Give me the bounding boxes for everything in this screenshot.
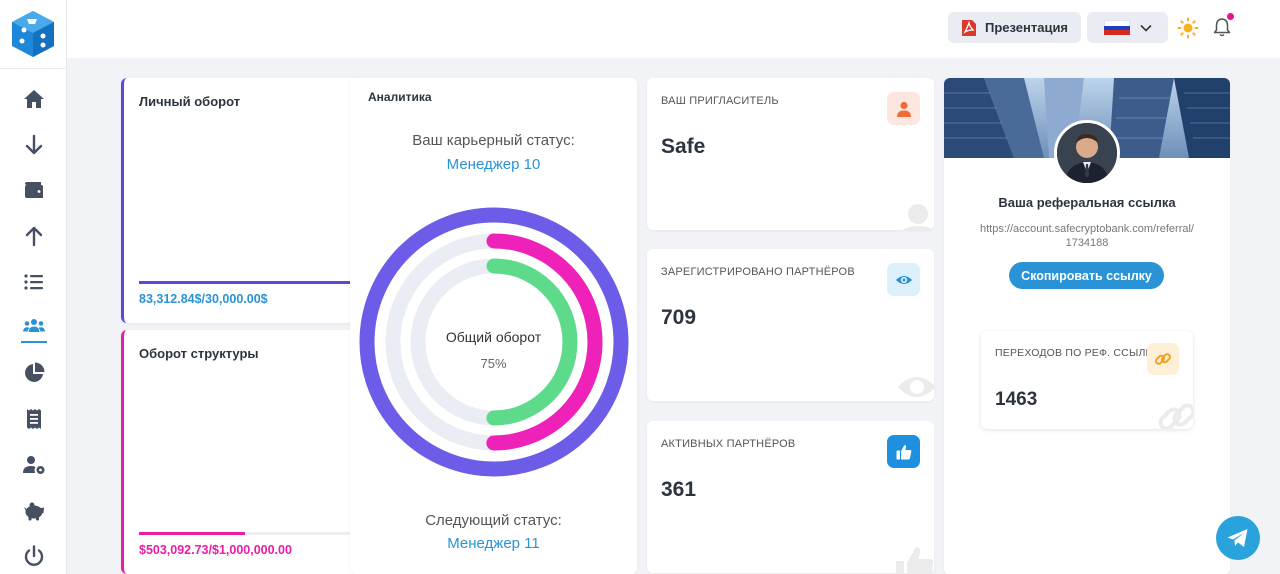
wallet-icon [25,182,43,198]
inviter-label: ВАШ ПРИГЛАСИТЕЛЬ [661,95,779,107]
career-status-value[interactable]: Менеджер 10 [446,156,541,173]
inviter-card: ВАШ ПРИГЛАСИТЕЛЬ Safe [647,78,934,230]
personal-turnover-card: Личный оборот 83,312.84$/30,000.00$ [121,78,361,323]
telegram-button[interactable] [1216,516,1260,560]
career-status-label: Ваш карьерный статус: [412,132,575,149]
personal-progress-fill [139,281,351,284]
withdraw-icon [25,226,43,247]
structure-turnover-card: Оборот структуры $503,092.73/$1,000,000.… [121,330,361,574]
city-banner-image [944,78,1230,158]
registered-partners-label: ЗАРЕГИСТРИРОВАНО ПАРТНЁРОВ [661,266,855,278]
registered-partners-value: 709 [661,306,697,329]
sidebar [0,0,67,574]
copy-link-button[interactable]: Скопировать ссылку [1009,262,1164,289]
sidebar-item-logout[interactable] [14,538,54,574]
donut-ring-outer [359,207,629,477]
power-icon [24,545,44,566]
sidebar-item-savings[interactable] [14,493,54,529]
sidebar-item-withdraw[interactable] [14,218,54,254]
user-settings-icon [23,456,45,474]
donut-ring-inner [410,258,578,426]
sidebar-item-statistics[interactable] [14,355,54,391]
pdf-icon [961,19,976,36]
donut-center-value: 75% [480,356,507,371]
pie-chart-icon [25,362,45,382]
personal-amount: 83,312.84$/30,000.00$ [139,292,268,306]
user-icon [896,101,911,117]
active-partners-badge [887,435,920,468]
user-watermark-icon [902,204,934,230]
sidebar-item-deposit[interactable] [14,127,54,163]
team-icon [23,319,45,332]
structure-progress-fill [139,532,245,535]
referral-clicks-value: 1463 [995,389,1038,410]
structure-turnover-title: Оборот структуры [139,346,259,361]
sidebar-item-wallet[interactable] [14,172,54,208]
piggy-bank-icon [24,502,44,521]
referral-clicks-badge [1147,343,1179,375]
active-partners-card: АКТИВНЫХ ПАРТНЁРОВ 361 [647,421,934,573]
avatar-photo [1057,123,1117,183]
link-watermark-icon [1158,403,1193,429]
next-status-value[interactable]: Менеджер 11 [447,535,540,552]
logo-icon[interactable] [7,8,59,60]
sidebar-item-reports[interactable] [14,401,54,437]
inviter-badge [887,92,920,125]
active-partners-label: АКТИВНЫХ ПАРТНЁРОВ [661,438,796,450]
analytics-card: Аналитика Ваш карьерный статус: Менеджер… [350,78,637,574]
thumbs-up-watermark-icon [896,547,934,573]
bell-icon[interactable] [1211,16,1233,38]
link-icon [1155,353,1171,365]
russia-flag-icon [1103,20,1130,36]
eye-watermark-icon [898,377,934,397]
inviter-value: Safe [661,135,706,158]
sidebar-item-team[interactable] [14,309,54,345]
donut-center-label: Общий оборот [445,329,542,345]
structure-progress-track [139,532,351,535]
structure-amount: $503,092.73/$1,000,000.00 [139,543,292,557]
sidebar-item-home[interactable] [14,81,54,117]
thumbs-up-icon [896,444,911,459]
notification-badge [1227,13,1234,20]
next-status-label: Следующий статус: [425,512,562,529]
eye-icon [895,275,912,284]
personal-turnover-title: Личный оборот [139,94,241,109]
sidebar-item-profile-settings[interactable] [14,447,54,483]
presentation-button[interactable]: Презентация [948,12,1081,43]
receipt-icon [27,409,41,429]
home-icon [24,90,44,108]
registered-partners-card: ЗАРЕГИСТРИРОВАНО ПАРТНЁРОВ 709 [647,249,934,401]
language-select[interactable] [1087,12,1168,43]
referral-link-title: Ваша реферальная ссылка [998,195,1176,210]
personal-progress-track [139,281,351,284]
avatar [1054,120,1120,186]
active-partners-value: 361 [661,478,697,501]
list-icon [24,274,43,290]
referral-link-text[interactable]: https://account.safecryptobank.com/refer… [980,223,1194,249]
analytics-title: Аналитика [368,90,432,104]
registered-partners-badge [887,263,920,296]
donut-ring-middle [385,233,603,451]
sun-icon[interactable] [1177,17,1199,39]
chevron-down-icon [1139,24,1152,32]
referral-clicks-card: ПЕРЕХОДОВ ПО РЕФ. ССЫЛКЕ 1463 [981,331,1193,429]
sidebar-item-list[interactable] [14,264,54,300]
deposit-icon [25,134,43,155]
referral-card: Ваша реферальная ссылка https://account.… [944,78,1230,574]
turnover-donut-chart [359,207,629,477]
presentation-label: Презентация [984,20,1069,35]
telegram-icon [1227,529,1248,547]
referral-clicks-label: ПЕРЕХОДОВ ПО РЕФ. ССЫЛКЕ [995,347,1160,359]
